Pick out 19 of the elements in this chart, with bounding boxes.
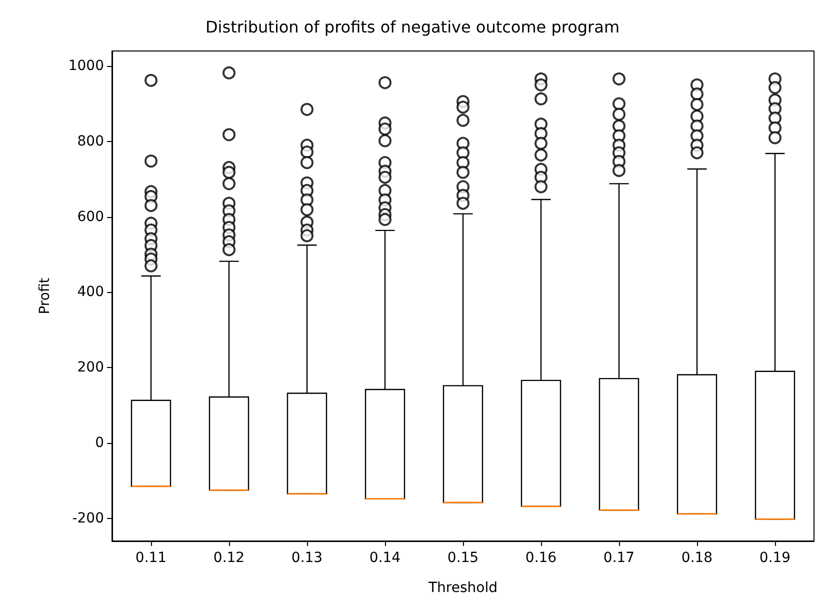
x-tick-label: 0.15	[447, 550, 479, 566]
x-tick-label: 0.19	[759, 550, 791, 566]
y-tick-label: 0	[95, 435, 104, 451]
y-tick-label: 200	[77, 360, 104, 376]
y-tick-label: -200	[72, 510, 104, 526]
y-tick-label: 400	[77, 284, 104, 300]
y-tick-label: 1000	[68, 58, 104, 74]
x-tick-label: 0.13	[291, 550, 323, 566]
chart-title: Distribution of profits of negative outcome program	[205, 18, 620, 36]
x-tick-label: 0.11	[135, 550, 167, 566]
x-axis-title: Threshold	[428, 580, 498, 596]
x-tick-label: 0.14	[369, 550, 401, 566]
x-tick-label: 0.18	[681, 550, 713, 566]
x-tick-label: 0.12	[213, 550, 245, 566]
x-tick-label: 0.16	[525, 550, 557, 566]
y-tick-label: 600	[77, 208, 104, 225]
y-tick-label: 800	[77, 133, 104, 150]
y-axis-title: Profit	[37, 277, 53, 314]
x-tick-label: 0.17	[603, 550, 635, 566]
